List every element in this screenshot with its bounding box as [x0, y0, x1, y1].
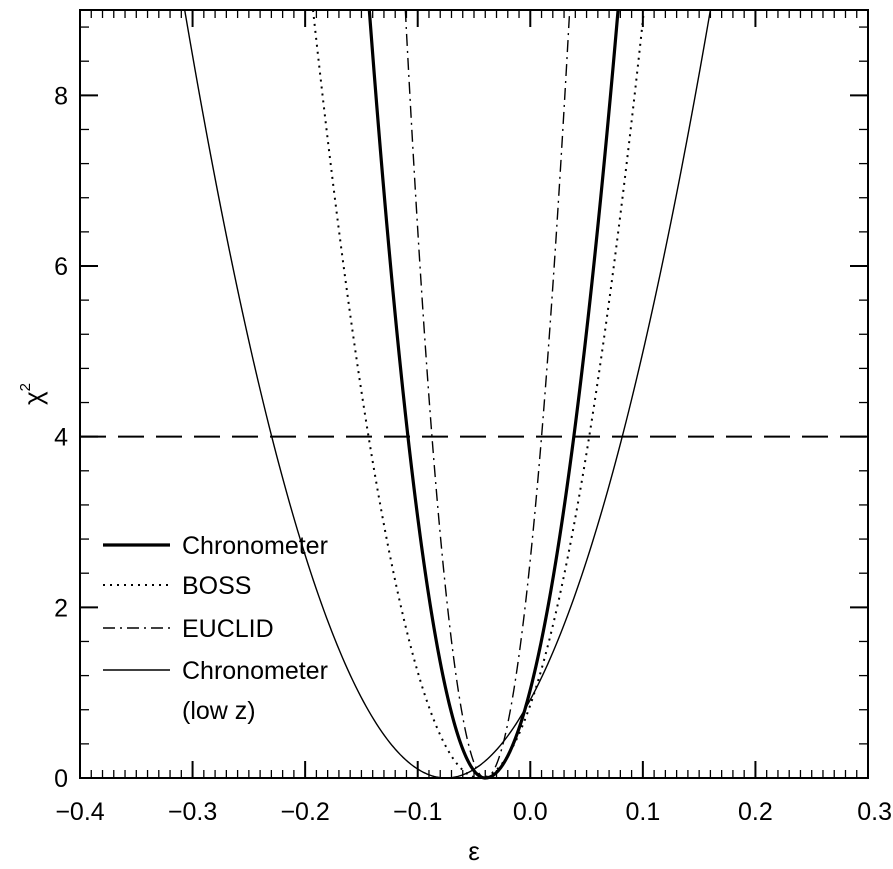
x-tick-label: −0.3: [168, 798, 217, 826]
y-tick-label: 2: [54, 594, 68, 622]
y-axis-label-superscript: 2: [17, 383, 34, 391]
legend-label: Chronometer: [182, 532, 328, 560]
x-tick-label: −0.2: [280, 798, 329, 826]
legend-label: BOSS: [182, 572, 251, 600]
series-line-thick-solid: [367, 9, 620, 780]
x-tick-label: −0.1: [393, 798, 442, 826]
plot-frame: [79, 9, 869, 779]
y-axis-label: χ2: [17, 383, 48, 405]
x-tick-labels: −0.4 −0.3 −0.2 −0.1 0.0 0.1 0.2 0.3: [55, 798, 892, 826]
legend-label: Chronometer: [182, 657, 328, 685]
y-tick-label: 8: [54, 82, 68, 110]
y-tick-label: 4: [54, 424, 68, 452]
series-line-dotted: [312, 9, 645, 779]
legend-label-line2: (low z): [182, 697, 256, 725]
legend-label: EUCLID: [182, 615, 274, 643]
y-tick-labels: 0 2 4 6 8: [54, 82, 68, 793]
x-tick-label: 0.0: [513, 798, 548, 826]
x-tick-label: 0.3: [857, 798, 892, 826]
y-tick-label: 0: [54, 765, 68, 793]
x-axis-label: ε: [468, 836, 480, 866]
y-axis-label-base: χ: [18, 391, 48, 405]
series-line-dash-dot: [404, 9, 571, 779]
y-tick-label: 6: [54, 253, 68, 281]
x-tick-label: 0.1: [625, 798, 660, 826]
x-tick-label: 0.2: [738, 798, 773, 826]
x-tick-label: −0.4: [55, 798, 104, 826]
legend: Chronometer BOSS EUCLID Chronometer (low z): [103, 532, 328, 725]
